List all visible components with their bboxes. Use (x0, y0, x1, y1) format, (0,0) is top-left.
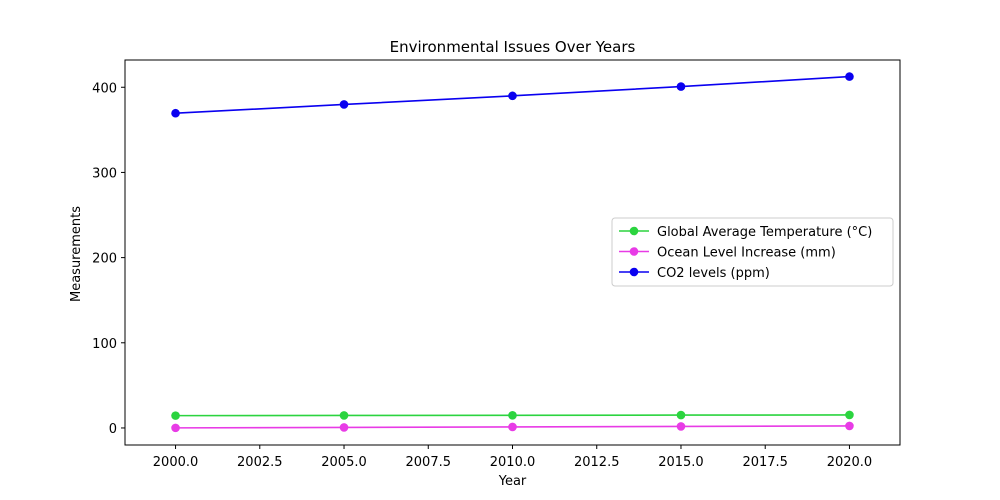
y-tick-label: 0 (109, 422, 117, 437)
x-tick-label: 2002.5 (237, 455, 283, 470)
y-tick-label: 200 (92, 252, 117, 267)
y-tick-label: 300 (92, 166, 117, 181)
legend-swatch-marker (629, 267, 639, 277)
data-point (508, 410, 517, 420)
legend-swatch-marker (629, 247, 639, 256)
x-axis-label: Year (498, 474, 527, 489)
legend-swatch-marker (629, 226, 639, 236)
legend-label: Global Average Temperature (°C) (657, 225, 872, 240)
data-point (845, 410, 854, 420)
data-point (339, 411, 349, 420)
legend-label: Ocean Level Increase (mm) (657, 246, 836, 261)
data-point (171, 423, 180, 433)
plot-area: 2000.0 2002.5 2005.0 2007.5 2010.0 2012.5 2015… (92, 59, 901, 470)
data-point (171, 411, 180, 420)
y-tick-label: 100 (92, 337, 117, 352)
x-tick-label: 2017.5 (742, 455, 788, 470)
data-point (676, 422, 686, 431)
data-point (508, 91, 517, 101)
chart-title: Environmental Issues Over Years (390, 38, 636, 56)
y-axis-label: Measurements (69, 206, 84, 302)
data-point (171, 108, 180, 118)
x-tick-label: 2005.0 (321, 455, 367, 470)
legend-label: CO2 levels (ppm) (657, 266, 770, 281)
data-point (676, 410, 686, 420)
x-tick-label: 2012.5 (574, 455, 620, 470)
data-point (508, 422, 517, 432)
x-tick-label: 2010.0 (490, 455, 536, 470)
data-point (845, 72, 854, 81)
x-tick-label: 2015.0 (658, 455, 704, 470)
x-tick-label: 2000.0 (153, 455, 199, 470)
x-tick-label: 2020.0 (827, 455, 873, 470)
y-tick-label: 400 (92, 81, 117, 96)
legend-box (611, 217, 894, 287)
x-tick-label: 2007.5 (406, 455, 452, 470)
data-point (676, 82, 686, 91)
data-point (339, 423, 349, 432)
data-point (339, 100, 349, 109)
data-point (845, 421, 854, 431)
